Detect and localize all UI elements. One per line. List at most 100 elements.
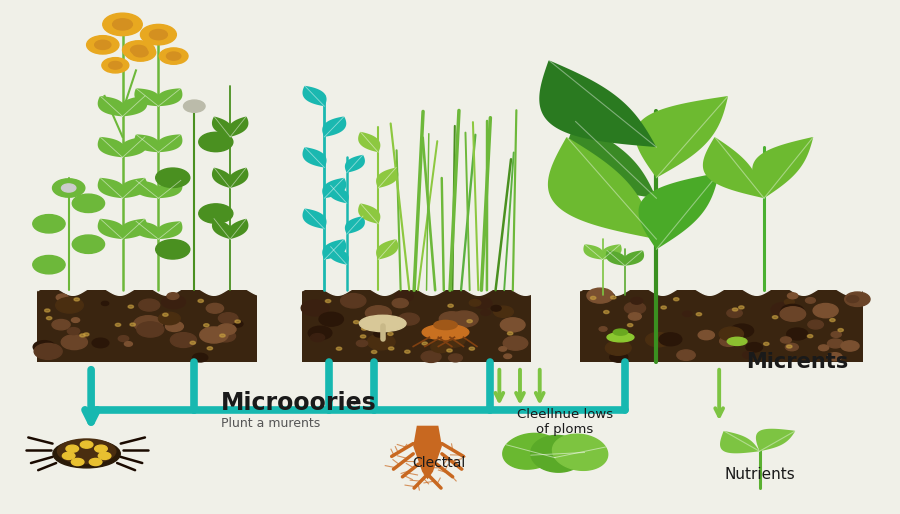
Bar: [302, 290, 531, 362]
Circle shape: [199, 132, 233, 152]
Circle shape: [673, 298, 679, 301]
Circle shape: [34, 343, 62, 359]
Polygon shape: [601, 244, 622, 260]
Circle shape: [170, 333, 196, 347]
Circle shape: [33, 341, 55, 353]
Circle shape: [780, 307, 806, 321]
Polygon shape: [503, 433, 559, 469]
Polygon shape: [345, 155, 364, 173]
Circle shape: [788, 293, 797, 299]
Circle shape: [354, 321, 359, 324]
Circle shape: [137, 322, 164, 337]
Circle shape: [625, 302, 645, 314]
Polygon shape: [157, 134, 183, 152]
Circle shape: [606, 341, 631, 355]
Circle shape: [841, 341, 859, 351]
Circle shape: [508, 332, 513, 335]
Circle shape: [158, 313, 180, 325]
Polygon shape: [157, 180, 183, 198]
Circle shape: [399, 313, 419, 325]
Circle shape: [84, 333, 89, 336]
Circle shape: [322, 316, 340, 326]
Circle shape: [446, 349, 452, 352]
Polygon shape: [328, 247, 349, 265]
Circle shape: [439, 312, 464, 326]
Circle shape: [118, 336, 129, 342]
Circle shape: [162, 295, 185, 309]
Polygon shape: [98, 178, 125, 198]
Circle shape: [207, 347, 212, 350]
Circle shape: [661, 306, 666, 309]
Circle shape: [217, 324, 236, 335]
Polygon shape: [322, 116, 346, 137]
Circle shape: [56, 298, 84, 313]
Circle shape: [74, 298, 79, 301]
Circle shape: [828, 353, 842, 361]
Polygon shape: [376, 168, 399, 188]
Circle shape: [319, 313, 344, 326]
Text: Microoories: Microoories: [221, 391, 377, 415]
Circle shape: [109, 62, 122, 69]
Circle shape: [203, 324, 209, 327]
Circle shape: [166, 321, 184, 332]
Circle shape: [787, 328, 807, 340]
Polygon shape: [228, 218, 248, 239]
Text: Micrents: Micrents: [746, 352, 849, 372]
Circle shape: [727, 309, 742, 318]
Circle shape: [500, 318, 525, 332]
Circle shape: [220, 334, 225, 337]
Circle shape: [422, 342, 427, 345]
Circle shape: [149, 29, 167, 40]
Circle shape: [838, 328, 843, 332]
Polygon shape: [322, 239, 346, 260]
Circle shape: [448, 304, 454, 307]
Circle shape: [219, 313, 238, 324]
Circle shape: [166, 52, 181, 60]
Circle shape: [808, 320, 824, 329]
Circle shape: [337, 347, 342, 350]
Circle shape: [720, 336, 738, 346]
Circle shape: [156, 168, 190, 188]
Ellipse shape: [422, 324, 469, 340]
Circle shape: [134, 316, 163, 332]
Circle shape: [645, 333, 670, 347]
Circle shape: [742, 352, 755, 358]
Circle shape: [312, 326, 330, 337]
Circle shape: [730, 324, 753, 337]
Circle shape: [473, 298, 492, 308]
Circle shape: [163, 313, 168, 316]
Ellipse shape: [607, 333, 634, 342]
Circle shape: [167, 292, 179, 300]
Circle shape: [232, 321, 243, 327]
Circle shape: [450, 311, 478, 327]
Circle shape: [786, 343, 798, 351]
Circle shape: [356, 340, 367, 346]
Circle shape: [806, 298, 815, 303]
Circle shape: [206, 303, 223, 313]
Polygon shape: [120, 178, 148, 198]
Circle shape: [739, 306, 744, 309]
Circle shape: [807, 335, 813, 338]
Circle shape: [62, 452, 75, 460]
Circle shape: [491, 305, 501, 311]
Circle shape: [159, 48, 188, 64]
Circle shape: [481, 310, 491, 315]
Circle shape: [94, 445, 107, 452]
Circle shape: [469, 300, 481, 306]
Circle shape: [395, 291, 413, 302]
Ellipse shape: [359, 315, 406, 332]
Circle shape: [98, 452, 111, 460]
Circle shape: [374, 331, 385, 337]
Ellipse shape: [727, 337, 747, 345]
Circle shape: [746, 342, 762, 352]
Circle shape: [80, 441, 93, 448]
Polygon shape: [756, 429, 796, 451]
Circle shape: [787, 345, 792, 348]
Polygon shape: [120, 137, 148, 157]
Circle shape: [139, 299, 159, 311]
Circle shape: [697, 313, 702, 316]
Text: Plunt a murents: Plunt a murents: [221, 417, 320, 430]
Circle shape: [80, 334, 87, 338]
Circle shape: [437, 332, 465, 347]
Circle shape: [124, 342, 132, 346]
